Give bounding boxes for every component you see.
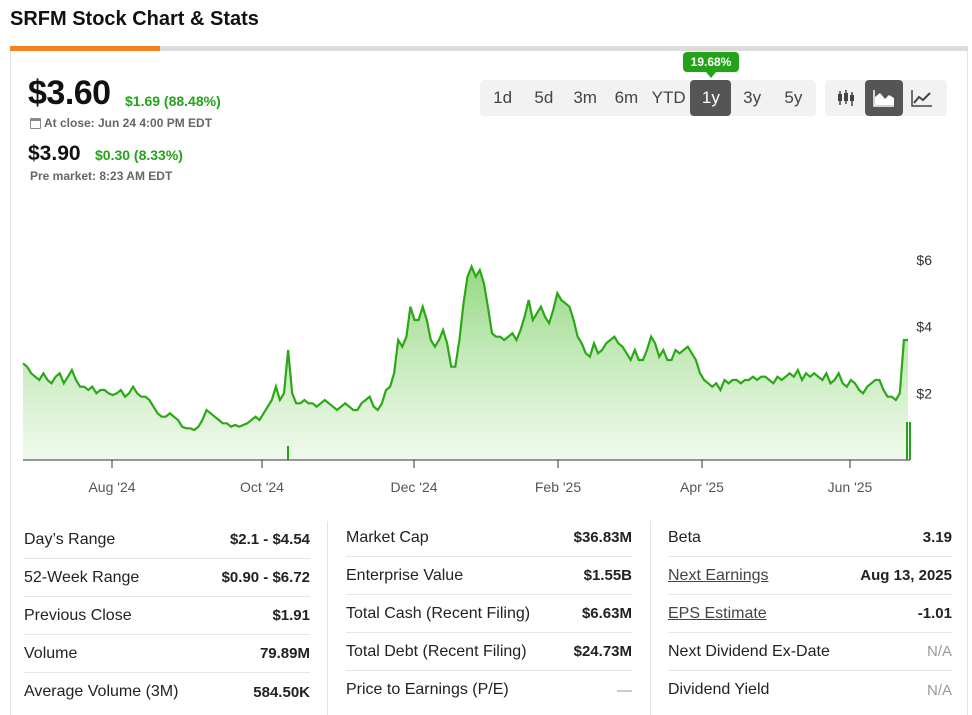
stat-value: N/A (926, 643, 952, 660)
stat-label: Total Cash (Recent Filing) (346, 604, 531, 622)
stat-label: Total Debt (Recent Filing) (346, 642, 527, 660)
range-5y-button[interactable]: 5y (784, 88, 803, 107)
candlestick-icon (838, 90, 854, 106)
stat-row-eps-estimate: EPS Estimate -1.01 (668, 595, 952, 633)
stat-value: $0.90 - $6.72 (221, 569, 310, 586)
chart-type-selector (825, 80, 947, 116)
area-chart-button[interactable] (865, 80, 903, 116)
close-note: At close: Jun 24 4:00 PM EDT (30, 116, 212, 130)
x-tick-label: Jun '25 (828, 479, 873, 495)
stat-row-next-dividend: Next Dividend Ex-Date N/A (668, 633, 952, 671)
stat-value: -1.01 (917, 605, 952, 622)
page-title: SRFM Stock Chart & Stats (10, 8, 259, 30)
stat-label: 52-Week Range (24, 568, 140, 586)
stat-value: N/A (926, 681, 952, 699)
stat-row-market-cap: Market Cap $36.83M (346, 519, 632, 557)
stat-label: Enterprise Value (346, 566, 464, 584)
stat-label: Volume (24, 644, 78, 662)
stats-divider-1 (327, 521, 328, 715)
price-change: $1.69 (88.48%) (125, 93, 221, 109)
next-earnings-link[interactable]: Next Earnings (668, 566, 769, 584)
x-tick-label: Feb '25 (535, 479, 581, 495)
stat-row-previous-close: Previous Close $1.91 (24, 597, 310, 635)
stat-row-total-debt: Total Debt (Recent Filing) $24.73M (346, 633, 632, 671)
premarket-price: $3.90 (28, 142, 81, 165)
stat-value: $1.91 (272, 607, 310, 624)
last-price: $3.60 (28, 74, 111, 112)
volume-bar (906, 422, 908, 460)
stat-value: — (617, 681, 632, 699)
x-tick-label: Dec '24 (390, 479, 437, 495)
stat-value: Aug 13, 2025 (860, 567, 952, 584)
x-tick-label: Aug '24 (88, 479, 135, 495)
range-5d-button[interactable]: 5d (534, 88, 554, 107)
stat-value: 3.19 (922, 529, 952, 546)
price-line (22, 263, 908, 432)
stat-value: 79.89M (259, 645, 310, 662)
stats-column-2: Market Cap $36.83M Enterprise Value $1.55B… (346, 519, 632, 709)
chart-card (10, 51, 968, 715)
y-tick-label: $6 (916, 252, 932, 268)
price-area-fill (23, 266, 908, 460)
y-tick-label: $4 (916, 319, 932, 335)
y-tick-label: $2 (916, 385, 932, 401)
stat-label: Price to Earnings (P/E) (346, 681, 509, 698)
stats-column-1: Day’s Range $2.1 - $4.54 52-Week Range $0.… (24, 521, 310, 711)
stat-row-average-volume: Average Volume (3M) 584.50K (24, 673, 310, 711)
price-chart: Aug '24 Oct '24 Dec '24 Feb '25 Apr '25 Jun '… (22, 252, 932, 495)
stat-label: Average Volume (3M) (24, 683, 179, 700)
premarket-change: $0.30 (8.33%) (95, 147, 183, 163)
stat-value: $24.73M (573, 643, 632, 660)
stat-row-dividend-yield: Dividend Yield N/A (668, 671, 952, 709)
range-ytd-button[interactable]: YTD (651, 88, 686, 107)
range-return-badge: 19.68% (683, 52, 739, 78)
range-1y-button[interactable]: 1y (690, 80, 732, 116)
candlestick-chart-button[interactable] (827, 80, 865, 116)
stat-value: $6.63M (581, 605, 632, 622)
line-chart-button[interactable] (903, 80, 941, 116)
range-6m-button[interactable]: 6m (614, 88, 639, 107)
line-chart-icon (911, 90, 932, 107)
calendar-icon (30, 117, 41, 129)
stat-label: Dividend Yield (668, 681, 770, 698)
area-chart-icon (873, 90, 894, 107)
range-3y-button[interactable]: 3y (743, 88, 762, 107)
stat-row-next-earnings: Next Earnings Aug 13, 2025 (668, 557, 952, 595)
x-tick-label: Apr '25 (680, 479, 724, 495)
stat-row-volume: Volume 79.89M (24, 635, 310, 673)
stat-label: Next Dividend Ex-Date (668, 642, 830, 660)
stat-row-total-cash: Total Cash (Recent Filing) $6.63M (346, 595, 632, 633)
stat-label: Market Cap (346, 528, 429, 546)
stat-value: $1.55B (583, 567, 632, 584)
stat-label: Previous Close (24, 606, 132, 624)
time-range-selector: 1d 5d 3m 6m YTD 1y 3y 5y (480, 80, 816, 116)
stats-divider-2 (650, 521, 651, 715)
section-tab-bar (10, 46, 968, 51)
volume-bar (909, 422, 911, 460)
stat-label: Beta (668, 528, 701, 546)
eps-estimate-link[interactable]: EPS Estimate (668, 604, 767, 622)
stat-row-52-week-range: 52-Week Range $0.90 - $6.72 (24, 559, 310, 597)
stat-row-pe-ratio: Price to Earnings (P/E) — (346, 671, 632, 709)
range-1d-button[interactable]: 1d (493, 88, 513, 107)
stats-column-3: Beta 3.19 Next Earnings Aug 13, 2025 EPS E… (668, 519, 952, 709)
premarket-note: Pre market: 8:23 AM EDT (30, 169, 173, 183)
x-tick-label: Oct '24 (240, 479, 284, 495)
stat-value: $2.1 - $4.54 (229, 531, 310, 548)
stat-label: Day’s Range (24, 530, 116, 548)
close-note-text: At close: Jun 24 4:00 PM EDT (44, 116, 213, 130)
stat-row-days-range: Day’s Range $2.1 - $4.54 (24, 521, 310, 559)
stat-row-beta: Beta 3.19 (668, 519, 952, 557)
volume-bar (287, 446, 289, 460)
stat-value: $36.83M (573, 529, 632, 546)
range-3m-button[interactable]: 3m (573, 88, 597, 107)
stat-row-enterprise-value: Enterprise Value $1.55B (346, 557, 632, 595)
active-tab-indicator (10, 46, 160, 51)
stat-value: 584.50K (253, 683, 310, 701)
